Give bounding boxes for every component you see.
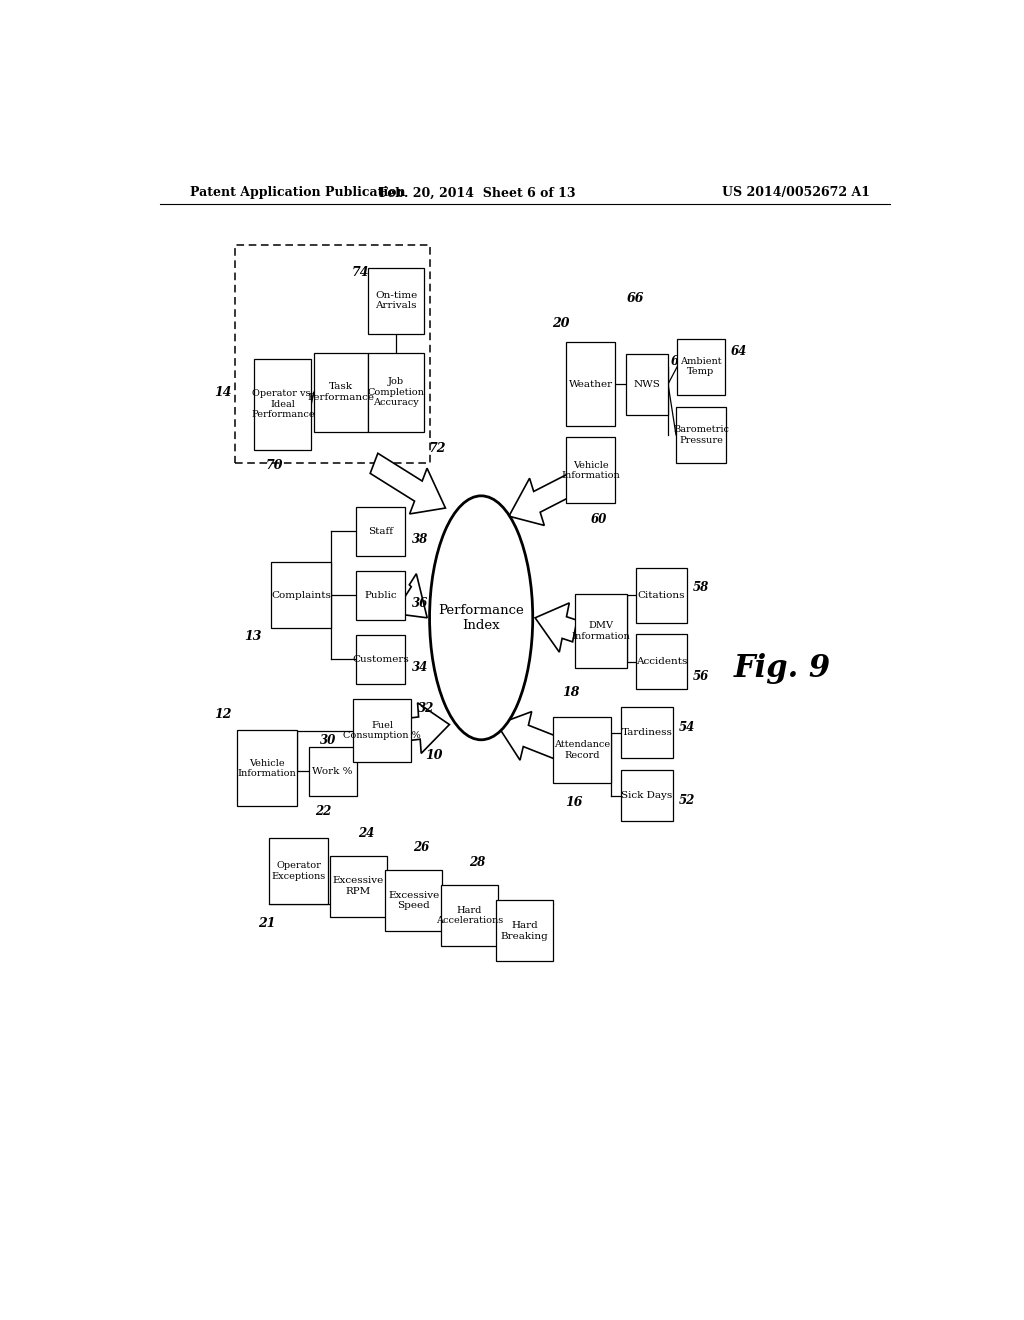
Text: Tardiness: Tardiness [622,729,673,737]
Polygon shape [397,702,450,754]
Polygon shape [371,453,445,513]
Text: 14: 14 [214,385,232,399]
FancyBboxPatch shape [575,594,627,668]
Text: 16: 16 [565,796,583,809]
FancyBboxPatch shape [636,568,687,623]
FancyBboxPatch shape [677,339,725,395]
FancyBboxPatch shape [622,771,673,821]
Text: Feb. 20, 2014  Sheet 6 of 13: Feb. 20, 2014 Sheet 6 of 13 [379,186,575,199]
Text: Task
Performance: Task Performance [307,383,374,401]
Text: 20: 20 [552,317,569,330]
FancyBboxPatch shape [269,838,329,904]
Text: 34: 34 [412,661,428,675]
FancyBboxPatch shape [676,407,726,463]
FancyBboxPatch shape [369,268,424,334]
Text: Barometric
Pressure: Barometric Pressure [673,425,729,445]
FancyBboxPatch shape [369,352,424,432]
Polygon shape [509,471,580,525]
Text: 18: 18 [562,685,580,698]
Text: Fuel
Consumption %: Fuel Consumption % [343,721,421,741]
Text: Complaints: Complaints [271,591,331,601]
FancyBboxPatch shape [440,886,498,946]
Text: Accidents: Accidents [636,657,687,667]
Text: 21: 21 [258,917,275,931]
Text: Customers: Customers [352,655,409,664]
FancyBboxPatch shape [566,342,615,426]
FancyBboxPatch shape [330,855,387,916]
Text: Job
Completion
Accuracy: Job Completion Accuracy [368,378,425,407]
Text: Ambient
Temp: Ambient Temp [680,358,722,376]
Text: US 2014/0052672 A1: US 2014/0052672 A1 [722,186,870,199]
FancyBboxPatch shape [271,562,331,628]
Text: 56: 56 [693,671,709,684]
Text: 28: 28 [469,857,485,870]
Text: 64: 64 [731,345,748,358]
FancyBboxPatch shape [309,747,356,796]
FancyBboxPatch shape [355,635,404,684]
Text: 62: 62 [671,355,687,368]
Text: 52: 52 [679,795,695,808]
Ellipse shape [430,496,532,739]
Text: 38: 38 [412,533,428,546]
Text: Sick Days: Sick Days [622,791,673,800]
Text: Operator vs.
Ideal
Performance: Operator vs. Ideal Performance [251,389,314,420]
Polygon shape [391,574,427,618]
Text: 36: 36 [412,597,428,610]
Text: 22: 22 [315,805,332,818]
Polygon shape [497,711,571,764]
Text: Public: Public [365,591,396,601]
Text: NWS: NWS [634,380,660,388]
FancyBboxPatch shape [626,354,668,414]
FancyBboxPatch shape [254,359,311,450]
Text: Staff: Staff [368,527,393,536]
Text: On-time
Arrivals: On-time Arrivals [375,290,418,310]
Polygon shape [536,603,577,652]
Text: Hard
Accelerations: Hard Accelerations [435,906,503,925]
Text: Attendance
Record: Attendance Record [554,741,610,759]
FancyBboxPatch shape [353,700,411,762]
Text: Vehicle
Information: Vehicle Information [238,759,296,777]
Text: Patent Application Publication: Patent Application Publication [189,186,406,199]
Text: Citations: Citations [638,591,685,601]
Text: Operator
Exceptions: Operator Exceptions [271,861,326,880]
Text: 58: 58 [693,581,709,594]
Text: 66: 66 [627,292,645,305]
Text: DMV
Information: DMV Information [571,622,631,640]
FancyBboxPatch shape [636,634,687,689]
Text: 74: 74 [352,265,370,279]
FancyBboxPatch shape [497,900,553,961]
Text: 60: 60 [591,512,607,525]
FancyBboxPatch shape [566,437,615,503]
Text: 13: 13 [245,630,262,643]
Text: 30: 30 [319,734,336,747]
Text: Work %: Work % [312,767,353,776]
Text: 70: 70 [266,459,284,471]
Text: 54: 54 [679,721,695,734]
Text: Excessive
RPM: Excessive RPM [333,876,384,896]
FancyBboxPatch shape [238,730,297,807]
Text: 72: 72 [429,442,446,454]
Text: 24: 24 [358,826,374,840]
Text: 12: 12 [214,708,232,721]
FancyBboxPatch shape [622,708,673,758]
FancyBboxPatch shape [313,352,368,432]
FancyBboxPatch shape [385,870,442,931]
FancyBboxPatch shape [553,717,610,783]
Text: Hard
Breaking: Hard Breaking [501,921,549,941]
Text: Vehicle
Information: Vehicle Information [561,461,621,480]
FancyBboxPatch shape [355,572,404,620]
Text: 26: 26 [414,841,430,854]
Text: Performance
Index: Performance Index [438,603,524,632]
FancyBboxPatch shape [355,507,404,556]
Text: 32: 32 [418,702,434,714]
Text: Fig. 9: Fig. 9 [734,653,831,684]
Text: 10: 10 [425,748,442,762]
Text: Weather: Weather [568,380,612,388]
Text: Excessive
Speed: Excessive Speed [388,891,439,909]
